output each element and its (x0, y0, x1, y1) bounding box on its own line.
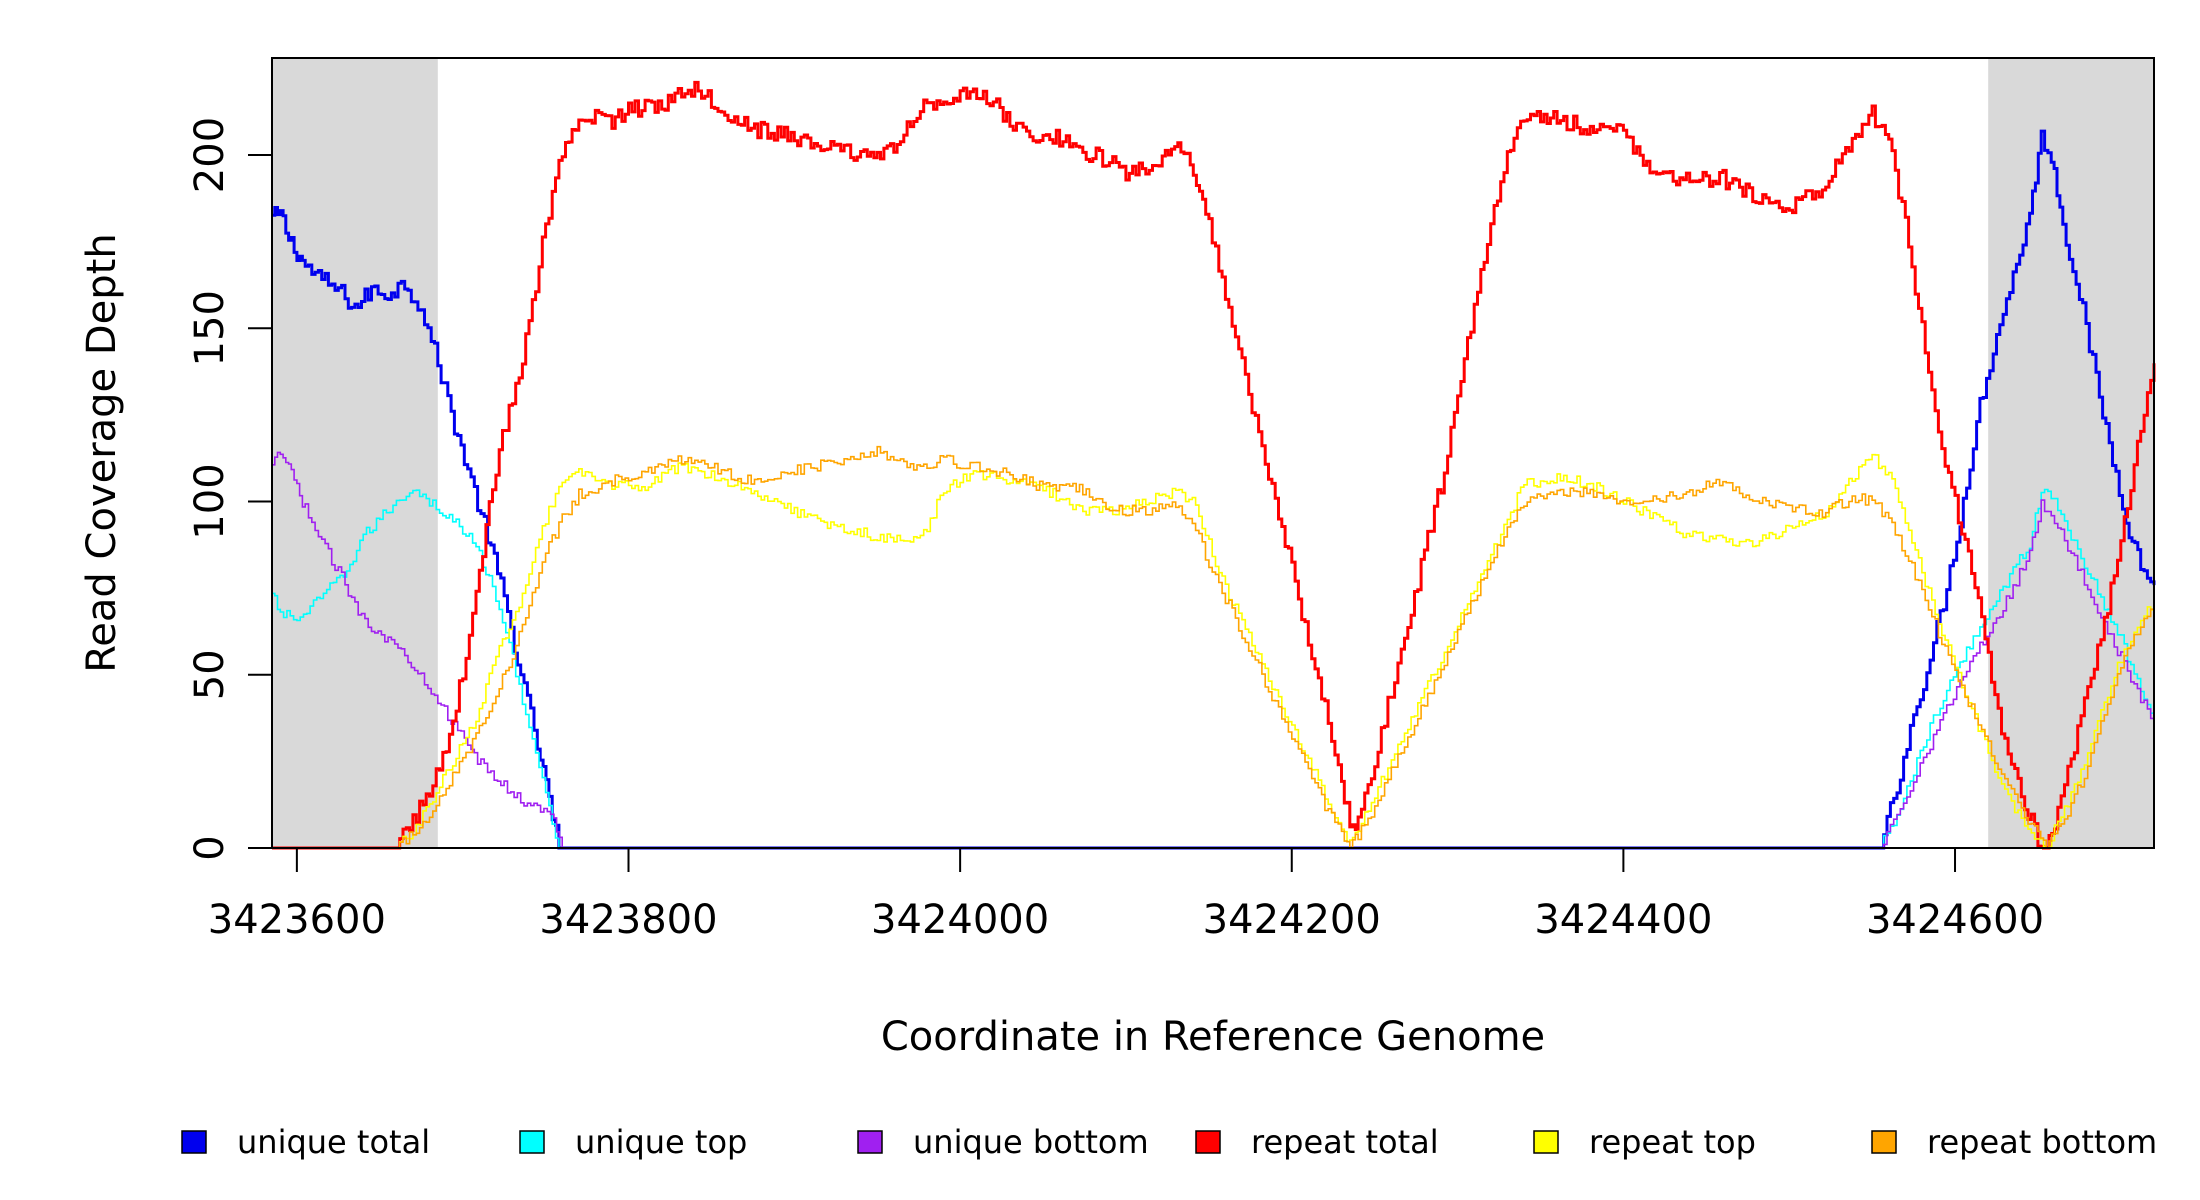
legend-swatch (519, 1130, 545, 1154)
shaded-region-1 (272, 58, 438, 848)
series-line-repeat-total (272, 80, 2156, 850)
series-line-repeat-top (272, 453, 2155, 849)
y-tick-label: 100 (187, 463, 233, 539)
legend: unique total unique top unique bottom repea… (181, 1123, 2157, 1161)
axes: 3423600 3423800 3424000 3424200 3424400 34246… (187, 117, 2044, 943)
legend-label: unique bottom (913, 1123, 1149, 1161)
shaded-regions (272, 58, 2154, 848)
legend-swatch (181, 1130, 207, 1154)
y-tick-label: 200 (187, 117, 233, 193)
y-axis-title: Read Coverage Depth (79, 233, 125, 672)
y-tick-label: 150 (187, 290, 233, 366)
legend-swatch (1195, 1130, 1221, 1154)
x-tick-label: 3424600 (1866, 897, 2044, 943)
legend-swatch (857, 1130, 883, 1154)
legend-label: repeat total (1251, 1123, 1439, 1161)
x-axis-title: Coordinate in Reference Genome (881, 1014, 1545, 1060)
legend-swatch (1871, 1130, 1897, 1154)
legend-label: unique total (237, 1123, 430, 1161)
legend-label: unique top (575, 1123, 747, 1161)
x-tick-label: 3424200 (1203, 897, 1381, 943)
series-lines (272, 80, 2156, 850)
x-tick-label: 3424400 (1534, 897, 1712, 943)
y-tick-label: 50 (187, 649, 233, 700)
x-tick-label: 3423800 (539, 897, 717, 943)
legend-label: repeat top (1589, 1123, 1756, 1161)
legend-swatch (1533, 1130, 1559, 1154)
x-tick-label: 3424000 (871, 897, 1049, 943)
x-tick-label: 3423600 (208, 897, 386, 943)
series-line-repeat-bottom (272, 445, 2155, 849)
shaded-region-2 (1988, 58, 2154, 848)
legend-label: repeat bottom (1927, 1123, 2157, 1161)
series-line-unique-bottom (272, 451, 2155, 849)
y-tick-label: 0 (187, 835, 233, 860)
